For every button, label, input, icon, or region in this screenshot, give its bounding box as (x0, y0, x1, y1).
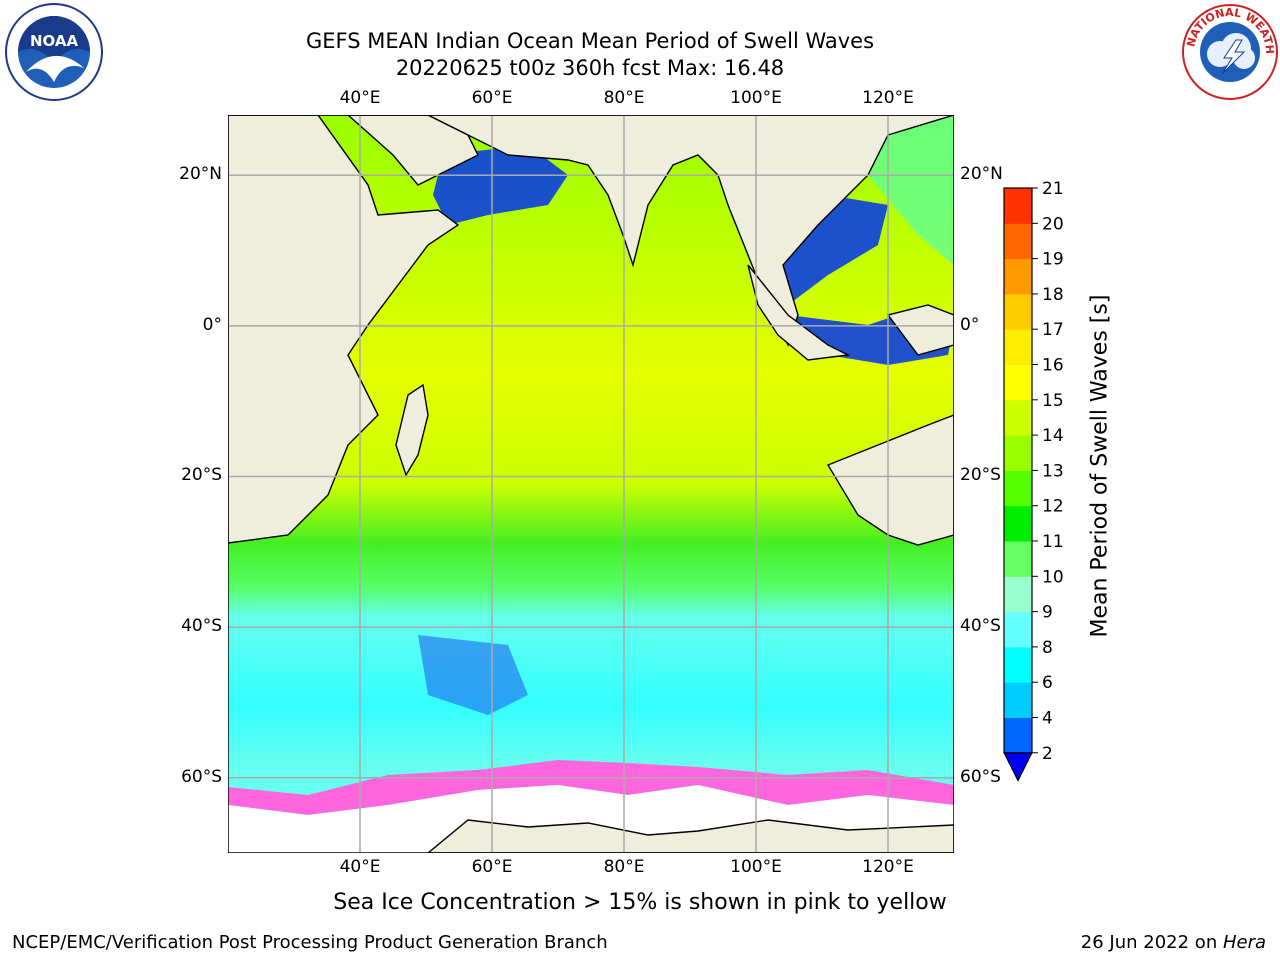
colorbar-tick-label: 8 (1042, 638, 1053, 658)
lon-tick-bottom: 40°E (339, 857, 381, 877)
lat-tick-right: 60°S (960, 766, 1001, 787)
lat-tick-left: 40°S (181, 616, 222, 637)
colorbar-segment (1004, 611, 1032, 648)
colorbar-label: Mean Period of Swell Waves [s] (1087, 294, 1113, 638)
colorbar-tick-label: 20 (1042, 214, 1064, 234)
colorbar-tick-label: 17 (1042, 320, 1064, 340)
lat-tick-right: 20°S (960, 465, 1001, 486)
lon-tick-top: 100°E (730, 88, 782, 108)
colorbar-segment (1004, 188, 1032, 224)
lat-tick-right: 20°N (960, 164, 1003, 185)
colorbar-tick-label: 10 (1042, 567, 1064, 587)
footer-date: 26 Jun 2022 on Hera (1081, 932, 1266, 953)
lon-tick-bottom: 60°E (471, 857, 513, 877)
lat-tick-left: 60°S (181, 766, 222, 787)
colorbar-segment (1004, 399, 1032, 436)
colorbar-segment (1004, 576, 1032, 613)
noaa-logo-text: NOAA (30, 32, 79, 50)
colorbar-label-wrap: Mean Period of Swell Waves [s] (1080, 283, 1120, 653)
lat-tick-right: 40°S (960, 616, 1001, 637)
colorbar-segment (1004, 470, 1032, 507)
colorbar-tick-label: 19 (1042, 250, 1064, 270)
colorbar: 2 4 6 8 9 10 11 12 13 14 15 16 17 18 19 20 21 (1003, 180, 1064, 782)
colorbar-tick-label: 21 (1042, 180, 1064, 199)
lat-tick-left: 20°S (181, 465, 222, 486)
colorbar-tick-label: 12 (1042, 497, 1064, 517)
national-weather-service-logo-icon: NATIONAL WEATHER SERVICE (1180, 2, 1278, 100)
colorbar-underflow-triangle (1003, 752, 1033, 782)
colorbar-tick-label: 6 (1042, 673, 1053, 693)
lon-tick-bottom: 100°E (730, 857, 782, 877)
map-panel (228, 115, 954, 853)
colorbar-tick-label: 9 (1042, 603, 1053, 623)
graticule (228, 115, 954, 853)
colorbar-tick-label: 2 (1042, 744, 1053, 764)
colorbar-tick-label: 15 (1042, 391, 1064, 411)
antarctica (426, 819, 954, 853)
southern-ocean-low-period (418, 635, 528, 715)
colorbar-tick-label: 16 (1042, 356, 1064, 376)
lat-tick-left: 0° (202, 314, 222, 335)
lon-tick-bottom: 120°E (862, 857, 914, 877)
footer-date-text: 26 Jun 2022 on (1080, 932, 1223, 953)
land-masses (228, 115, 954, 546)
lon-tick-top: 80°E (603, 88, 645, 108)
colorbar-segment (1004, 435, 1032, 471)
colorbar-segment (1004, 258, 1032, 295)
colorbar-segment (1004, 682, 1032, 718)
chart-subtitle: 20220625 t00z 360h fcst Max: 16.48 (395, 56, 785, 80)
colorbar-segment (1004, 329, 1032, 365)
lat-tick-left: 20°N (179, 164, 222, 185)
lat-tick-right: 0° (960, 314, 980, 335)
arabian-sea-low-period (433, 145, 568, 225)
noaa-logo-icon: NOAA (5, 3, 103, 101)
colorbar-segment (1004, 364, 1032, 401)
colorbar-segment (1004, 541, 1032, 577)
lon-tick-bottom: 80°E (603, 857, 645, 877)
sea-ice-edge (228, 760, 954, 815)
lon-tick-top: 60°E (471, 88, 513, 108)
colorbar-segment (1004, 223, 1032, 260)
sea-ice-note: Sea Ice Concentration > 15% is shown in … (333, 890, 947, 915)
colorbar-tick-label: 13 (1042, 461, 1064, 481)
colorbar-segment (1004, 717, 1032, 754)
lon-tick-top: 120°E (862, 88, 914, 108)
colorbar-tick-label: 11 (1042, 532, 1064, 552)
chart-title: GEFS MEAN Indian Ocean Mean Period of Sw… (305, 29, 875, 53)
colorbar-segment (1004, 293, 1032, 330)
colorbar-segment (1004, 505, 1032, 542)
footer-host: Hera (1222, 932, 1266, 953)
colorbar-tick-label: 18 (1042, 285, 1064, 305)
colorbar-tick-label: 14 (1042, 426, 1064, 446)
colorbar-tick-label: 4 (1042, 709, 1053, 729)
lon-tick-top: 40°E (339, 88, 381, 108)
colorbar-segment (1004, 646, 1032, 683)
footer-branch: NCEP/EMC/Verification Post Processing Pr… (12, 932, 608, 953)
